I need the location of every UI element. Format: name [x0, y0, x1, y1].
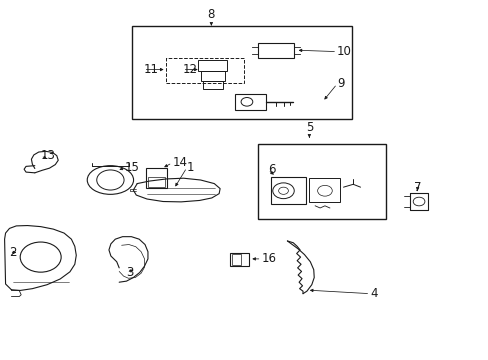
- Text: 15: 15: [125, 161, 140, 174]
- Text: 16: 16: [261, 252, 276, 265]
- Text: 1: 1: [186, 161, 194, 174]
- Text: 7: 7: [413, 181, 421, 194]
- Text: 6: 6: [267, 163, 275, 176]
- Bar: [234, 94, 266, 110]
- Text: 12: 12: [182, 63, 197, 76]
- Bar: [132, 26, 351, 119]
- Bar: [198, 59, 227, 71]
- Bar: [229, 253, 249, 266]
- Bar: [258, 144, 385, 220]
- Text: 10: 10: [336, 45, 351, 58]
- Text: 13: 13: [41, 149, 56, 162]
- Text: 2: 2: [9, 246, 17, 259]
- Text: 14: 14: [172, 156, 187, 169]
- Bar: [146, 168, 166, 188]
- Bar: [203, 81, 222, 89]
- Bar: [271, 177, 306, 204]
- Bar: [166, 58, 244, 83]
- Bar: [309, 178, 339, 202]
- Bar: [200, 71, 224, 81]
- Text: 5: 5: [305, 121, 312, 134]
- Text: 9: 9: [336, 77, 344, 90]
- Text: 11: 11: [143, 63, 158, 76]
- Text: 8: 8: [207, 9, 215, 22]
- Text: 4: 4: [369, 287, 377, 300]
- Bar: [231, 254, 240, 265]
- Text: 3: 3: [126, 266, 134, 279]
- Bar: [257, 42, 294, 58]
- Bar: [148, 177, 164, 186]
